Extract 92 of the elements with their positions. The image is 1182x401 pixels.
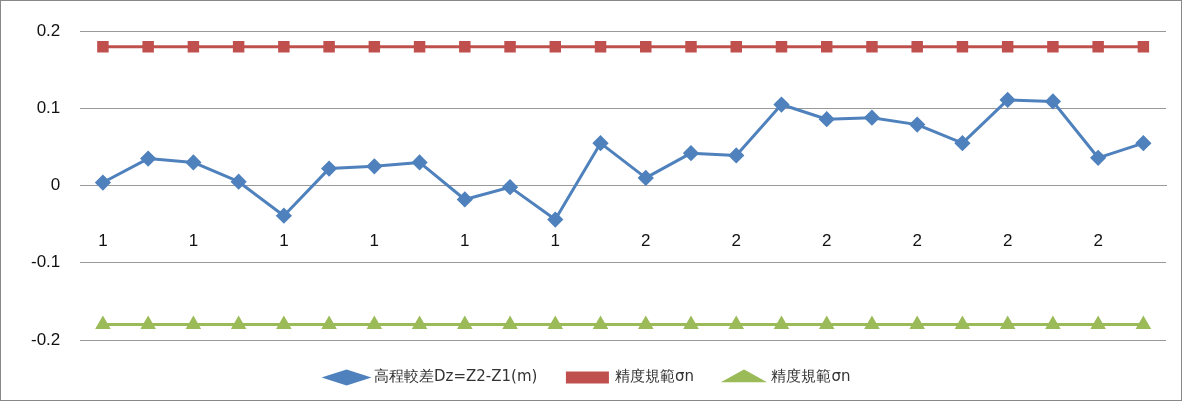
point (819, 111, 835, 127)
x-tick-label: 1 (188, 231, 199, 251)
point (231, 174, 247, 190)
y-tick-label: 0.1 (36, 98, 61, 118)
point (638, 170, 654, 186)
point (458, 317, 472, 330)
point (277, 317, 291, 330)
point (866, 40, 878, 53)
x-tick-label: 1 (369, 231, 380, 251)
x-tick-label: 2 (1002, 231, 1013, 251)
point (1137, 40, 1150, 53)
y-tick-label: 0.2 (36, 20, 61, 40)
point (1046, 317, 1060, 330)
point (321, 161, 337, 177)
point (1000, 317, 1015, 330)
x-tick-label: 1 (98, 231, 108, 251)
point (141, 317, 155, 330)
point (503, 317, 517, 330)
point (323, 40, 335, 53)
point (186, 317, 201, 330)
point (683, 145, 699, 161)
point (231, 317, 246, 330)
point (187, 40, 200, 53)
point (910, 317, 924, 330)
point (413, 40, 426, 53)
point (1135, 135, 1151, 151)
point (97, 40, 109, 53)
x-tick-label: 2 (821, 231, 832, 251)
point (459, 40, 471, 53)
point (140, 151, 156, 167)
point (593, 135, 609, 151)
x-tick-label: 1 (550, 231, 561, 251)
point (547, 212, 563, 228)
point (955, 317, 970, 330)
y-tick-label: 0 (50, 175, 61, 195)
point (412, 317, 427, 330)
point (366, 158, 382, 174)
point (142, 40, 154, 53)
point (1136, 317, 1151, 330)
point (594, 40, 607, 53)
point (95, 175, 111, 191)
point (729, 317, 743, 330)
point (1047, 40, 1059, 53)
point (730, 40, 742, 53)
point (684, 317, 698, 330)
point (1001, 40, 1014, 53)
legend-label: 精度規範σn (614, 367, 694, 386)
x-tick-label: 2 (912, 231, 922, 251)
point (956, 40, 969, 53)
point (775, 40, 788, 53)
point (909, 117, 925, 133)
point (504, 40, 516, 53)
point (864, 110, 880, 126)
point (820, 317, 834, 330)
point (368, 40, 381, 53)
point (774, 317, 789, 330)
x-tick-label: 2 (1093, 231, 1103, 251)
x-tick-label: 1 (460, 231, 470, 251)
legend-label: 精度規範σn (771, 367, 851, 386)
point (1090, 150, 1106, 166)
point (1091, 317, 1105, 330)
x-tick-label: 1 (279, 231, 289, 251)
point (548, 317, 562, 330)
point (954, 135, 970, 151)
x-tick-label: 2 (731, 231, 741, 251)
legend-label: 高程較差Dz=Z2-Z1(m) (374, 367, 538, 386)
point (773, 97, 789, 113)
point (276, 208, 292, 224)
point (367, 317, 382, 330)
point (322, 317, 336, 330)
point (185, 154, 201, 170)
point (820, 40, 833, 53)
x-tick-label: 2 (641, 231, 651, 251)
point (502, 179, 518, 195)
point (1045, 93, 1061, 109)
point (278, 40, 290, 53)
point (593, 317, 608, 330)
point (728, 147, 744, 163)
point (640, 40, 652, 53)
point (457, 192, 473, 207)
y-tick-label: -0.2 (31, 329, 61, 349)
point (96, 317, 110, 330)
point (865, 317, 879, 330)
y-tick-label: -0.1 (31, 252, 61, 272)
point (549, 40, 562, 53)
point (232, 40, 245, 53)
point (911, 40, 923, 53)
point (639, 317, 653, 330)
point (412, 154, 428, 170)
point (685, 40, 697, 53)
point (1000, 92, 1016, 108)
point (1092, 40, 1104, 53)
